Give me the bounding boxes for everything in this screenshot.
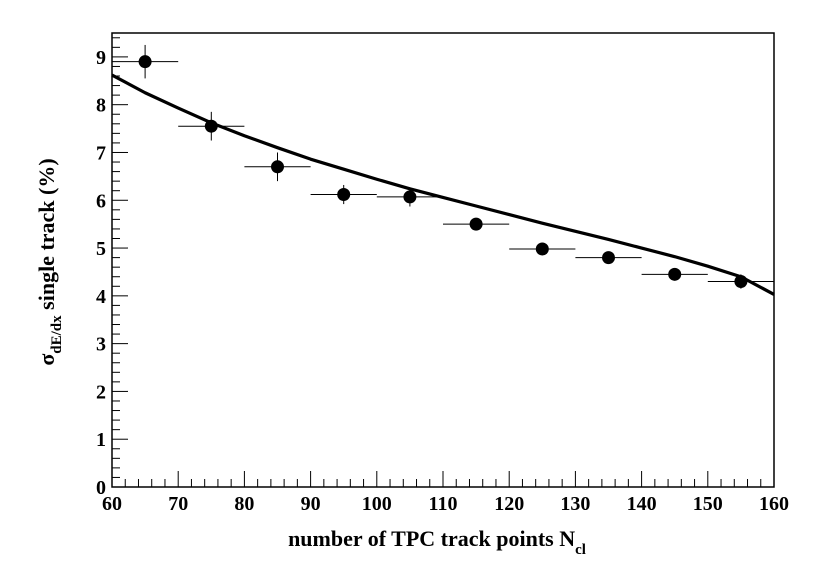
x-axis-title-sub: cl xyxy=(575,542,586,558)
y-tick-label: 0 xyxy=(96,477,106,499)
y-tick-label: 9 xyxy=(96,47,106,69)
y-tick-label: 3 xyxy=(96,334,106,356)
y-axis-title-sub: dE/dx xyxy=(49,315,65,354)
fit-curve xyxy=(111,73,775,296)
x-tick-label: 70 xyxy=(168,493,188,515)
y-axis-title-symbol: σ xyxy=(34,354,59,366)
data-point xyxy=(575,251,642,265)
data-point xyxy=(178,111,245,141)
data-marker xyxy=(668,267,682,281)
x-tick-label: 110 xyxy=(429,493,458,515)
data-point xyxy=(641,267,708,281)
x-tick-label: 130 xyxy=(560,493,590,515)
x-tick-label: 90 xyxy=(301,493,321,515)
y-axis-title: σdE/dx single track (%) xyxy=(34,158,65,365)
plot-frame xyxy=(111,32,775,488)
x-axis-title: number of TPC track points Ncl xyxy=(288,526,586,558)
x-tick-label: 60 xyxy=(102,493,122,515)
y-tick-label: 4 xyxy=(96,286,106,308)
data-point xyxy=(112,44,179,79)
data-marker xyxy=(602,251,615,265)
y-tick-label: 2 xyxy=(96,381,106,403)
data-point xyxy=(707,274,774,289)
data-marker xyxy=(535,242,549,256)
y-tick-label: 5 xyxy=(96,238,106,260)
data-marker xyxy=(734,275,748,289)
x-tick-label: 120 xyxy=(494,493,524,515)
data-marker xyxy=(403,190,417,204)
x-tick-label: 150 xyxy=(693,493,723,515)
data-marker xyxy=(204,119,218,133)
data-marker xyxy=(469,217,483,231)
data-marker xyxy=(271,160,284,174)
data-point xyxy=(376,187,443,207)
data-point xyxy=(244,152,311,182)
y-tick-label: 8 xyxy=(96,95,106,117)
x-tick-label: 160 xyxy=(759,493,789,515)
y-tick-label: 1 xyxy=(96,429,106,451)
y-tick-label: 7 xyxy=(96,142,106,164)
data-point xyxy=(509,242,576,256)
y-tick-label: 6 xyxy=(96,190,106,212)
data-point xyxy=(310,184,377,205)
x-axis-title-main: number of TPC track points N xyxy=(288,526,575,551)
x-tick-label: 100 xyxy=(362,493,392,515)
data-point xyxy=(443,217,510,231)
data-marker xyxy=(337,188,351,202)
x-tick-label: 140 xyxy=(627,493,657,515)
y-axis-title-rest: single track (%) xyxy=(34,158,59,315)
x-tick-label: 80 xyxy=(234,493,254,515)
data-marker xyxy=(138,55,152,69)
